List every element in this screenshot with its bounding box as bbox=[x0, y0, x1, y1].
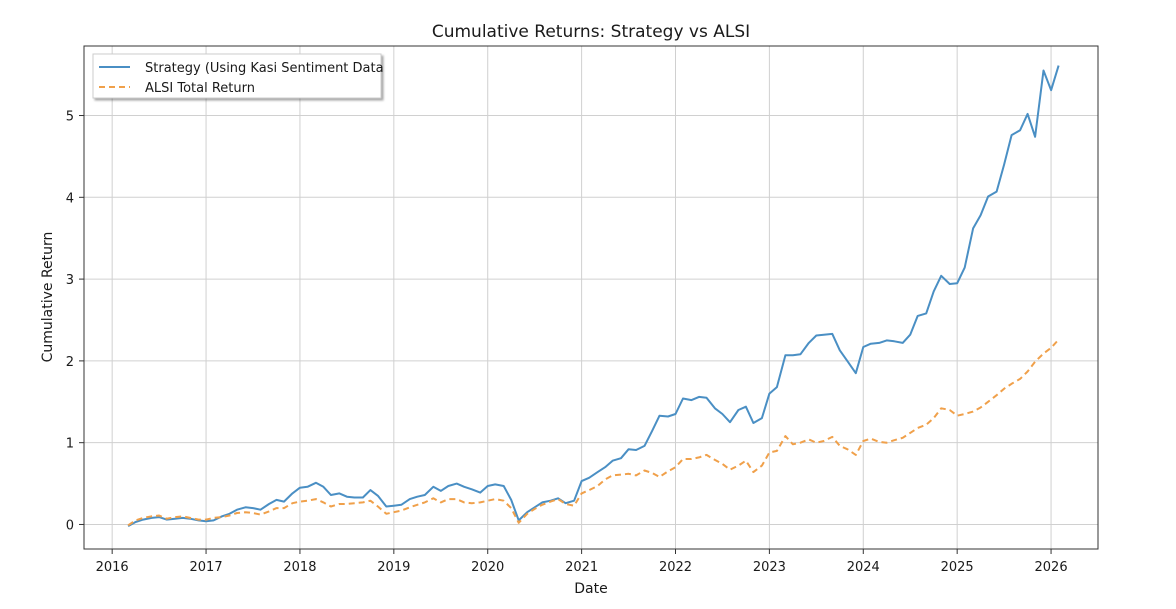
y-axis-ticks: 0 1 2 3 4 5 bbox=[66, 110, 84, 533]
y-tick-label: 3 bbox=[66, 273, 74, 288]
x-tick-label: 2023 bbox=[753, 560, 786, 575]
x-tick-label: 2017 bbox=[190, 560, 223, 575]
legend-box bbox=[92, 53, 382, 99]
chart-title: Cumulative Returns: Strategy vs ALSI bbox=[432, 22, 750, 42]
x-tick-label: 2019 bbox=[377, 560, 410, 575]
legend-label-alsi: ALSI Total Return bbox=[145, 81, 255, 96]
series-line-alsi bbox=[127, 338, 1060, 527]
x-tick-label: 2021 bbox=[565, 560, 598, 575]
x-tick-label: 2025 bbox=[941, 560, 974, 575]
legend: Strategy (Using Kasi Sentiment Data ALSI… bbox=[92, 53, 384, 99]
x-tick-label: 2018 bbox=[283, 560, 316, 575]
x-axis-label: Date bbox=[574, 581, 607, 597]
x-tick-label: 2020 bbox=[471, 560, 504, 575]
y-tick-label: 0 bbox=[66, 518, 74, 533]
series-line-strategy bbox=[127, 65, 1060, 527]
x-tick-label: 2022 bbox=[659, 560, 692, 575]
legend-label-strategy: Strategy (Using Kasi Sentiment Data bbox=[145, 61, 384, 76]
y-tick-label: 4 bbox=[66, 191, 74, 206]
y-tick-label: 5 bbox=[66, 110, 74, 125]
series-lines bbox=[127, 65, 1060, 527]
x-tick-label: 2024 bbox=[847, 560, 880, 575]
x-tick-label: 2016 bbox=[96, 560, 129, 575]
x-tick-label: 2026 bbox=[1035, 560, 1068, 575]
plot-area-frame bbox=[83, 45, 1099, 550]
y-tick-label: 1 bbox=[66, 437, 74, 452]
grid-lines bbox=[84, 46, 1098, 549]
y-axis-label: Cumulative Return bbox=[40, 232, 56, 363]
x-axis-ticks: 2016 2017 2018 2019 2020 2021 2022 2023 2024 2025… bbox=[96, 549, 1068, 575]
y-tick-label: 2 bbox=[66, 355, 74, 370]
